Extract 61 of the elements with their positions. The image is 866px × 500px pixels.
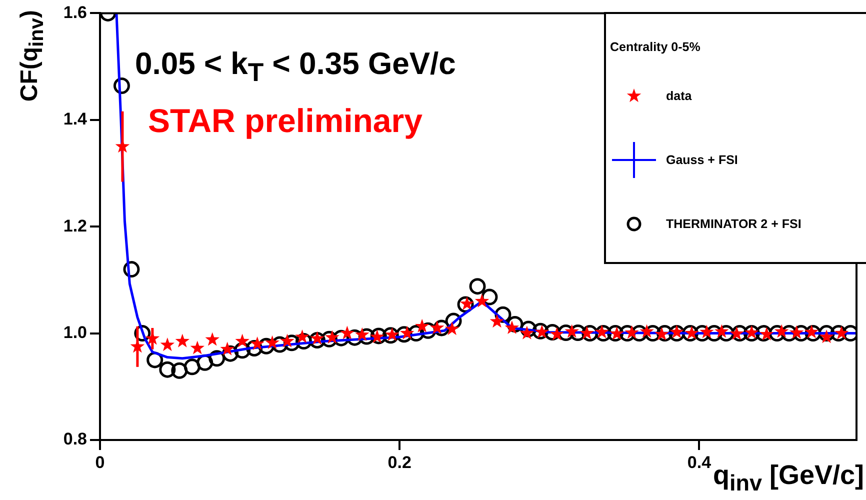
point	[250, 336, 264, 350]
point	[190, 340, 205, 354]
point	[714, 324, 729, 338]
legend-label: THERMINATOR 2 + FSI	[666, 217, 802, 231]
point	[430, 320, 444, 334]
legend-label: data	[666, 89, 692, 103]
y-tick-label: 1.6	[63, 2, 87, 22]
point	[789, 325, 804, 339]
point	[160, 338, 175, 352]
point	[744, 325, 759, 339]
point	[654, 326, 669, 340]
point	[819, 330, 834, 344]
point	[205, 332, 220, 346]
point	[640, 324, 654, 338]
point	[460, 296, 474, 310]
point	[400, 326, 414, 340]
y-tick-label: 1.2	[63, 216, 87, 236]
point	[220, 342, 234, 356]
y-tick-label: 1.0	[63, 322, 87, 342]
point	[384, 327, 400, 341]
point	[670, 324, 684, 338]
point	[265, 335, 280, 349]
point	[310, 331, 324, 345]
point	[340, 326, 354, 340]
point	[534, 324, 550, 338]
point	[474, 294, 490, 308]
annotation: 0.05 < k$_{T}$ < 0.35 GeV/c	[135, 46, 456, 88]
point	[235, 334, 250, 348]
point	[759, 326, 774, 340]
legend-title: Centrality 0-5%	[610, 40, 702, 54]
y-tick-label: 0.8	[63, 430, 87, 449]
y-tick-label: 1.4	[63, 110, 88, 129]
point	[490, 314, 504, 328]
point	[580, 326, 594, 340]
point	[370, 330, 384, 344]
legend-label: Gauss + FSI	[666, 153, 738, 167]
point	[520, 326, 534, 340]
point	[564, 324, 580, 338]
point	[610, 326, 624, 340]
point	[414, 318, 430, 332]
x-tick-label: 0.2	[388, 452, 412, 472]
point	[730, 326, 744, 340]
x-axis-title: q$_{inv}$ [GeV/c]	[712, 460, 864, 496]
point	[594, 324, 609, 338]
point	[325, 330, 340, 344]
point	[175, 334, 190, 348]
point	[550, 326, 564, 340]
point	[295, 330, 310, 344]
x-tick-label: 0.4	[687, 452, 712, 472]
annotation: STAR preliminary	[148, 102, 422, 139]
x-tick-label: 0	[95, 452, 105, 472]
point	[280, 334, 294, 348]
point	[624, 325, 639, 339]
point	[774, 324, 789, 338]
point	[804, 324, 819, 338]
point	[504, 320, 520, 334]
point	[700, 324, 714, 338]
point	[355, 327, 370, 341]
point	[834, 326, 849, 340]
point	[444, 322, 460, 336]
point	[684, 326, 699, 340]
